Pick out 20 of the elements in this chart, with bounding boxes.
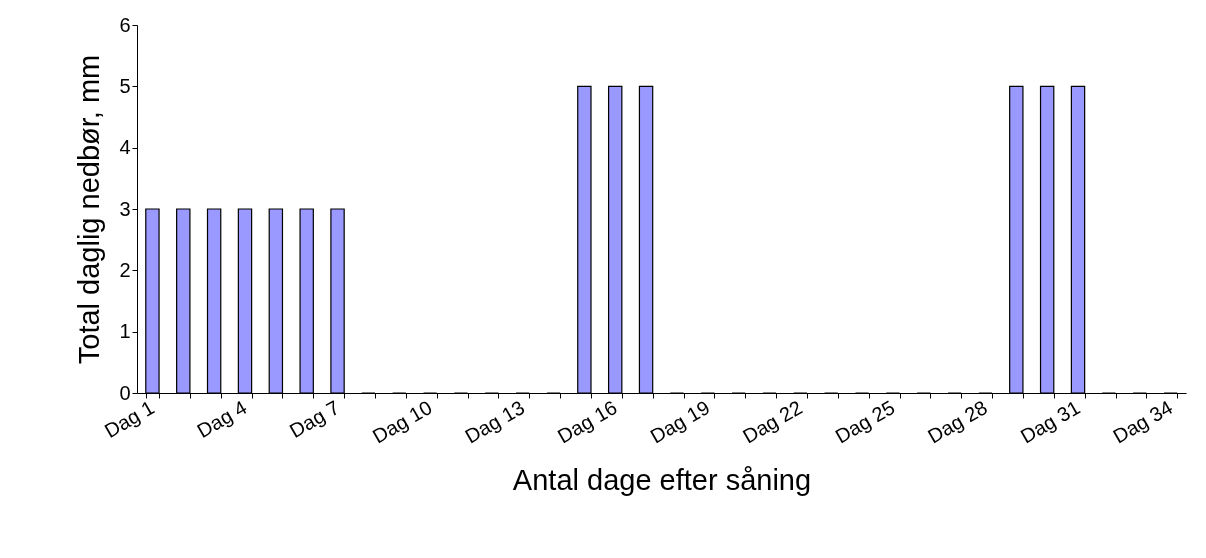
x-tick-label: Dag 16 bbox=[553, 396, 621, 448]
y-axis-title: Total daglig nedbør, mm bbox=[73, 54, 106, 365]
x-axis-title: Antal dage efter såning bbox=[512, 464, 812, 497]
x-tick-label: Dag 31 bbox=[1016, 396, 1084, 448]
y-tick-label: 5 bbox=[119, 74, 131, 97]
x-tick-label: Dag 7 bbox=[285, 396, 344, 442]
y-tick-label: 0 bbox=[119, 381, 131, 404]
y-tick-label: 6 bbox=[119, 13, 131, 36]
x-tick-label: Dag 19 bbox=[646, 396, 714, 448]
x-tick-label: Dag 10 bbox=[368, 396, 436, 448]
x-tick-label: Dag 28 bbox=[924, 396, 991, 448]
y-tick-label: 3 bbox=[119, 197, 131, 220]
x-tick-label: Dag 22 bbox=[738, 396, 806, 448]
y-tick-label: 2 bbox=[119, 258, 131, 281]
y-tick-label: 4 bbox=[119, 136, 131, 159]
x-tick-label: Dag 4 bbox=[193, 396, 251, 442]
x-tick-label: Dag 13 bbox=[461, 396, 529, 448]
y-tick-label: 1 bbox=[119, 320, 131, 343]
x-tick-label: Dag 25 bbox=[831, 396, 899, 448]
x-tick-label: Dag 34 bbox=[1109, 396, 1177, 448]
